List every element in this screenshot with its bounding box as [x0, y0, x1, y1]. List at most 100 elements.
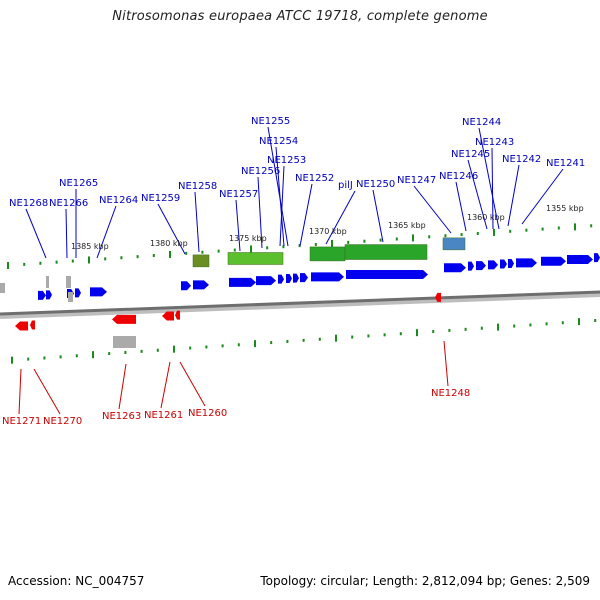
forward-gene-label[interactable]: NE1252 [295, 173, 334, 184]
pseudogene-mark[interactable] [0, 283, 5, 293]
reverse-gene-label[interactable]: NE1261 [144, 410, 183, 421]
forward-gene[interactable] [293, 273, 299, 283]
pseudogene-mark[interactable] [68, 292, 73, 302]
forward-gene-label[interactable]: NE1257 [219, 189, 258, 200]
reverse-gene-label[interactable]: NE1271 [2, 416, 41, 427]
forward-label-leader [25, 208, 47, 259]
forward-label-leader [478, 127, 500, 230]
reverse-gene[interactable] [175, 310, 180, 320]
forward-gene[interactable] [311, 272, 344, 282]
forward-gene[interactable] [229, 277, 256, 287]
forward-gene-label[interactable]: NE1245 [451, 149, 490, 160]
forward-label-leader [372, 189, 384, 243]
forward-label-leader [96, 205, 117, 259]
forward-label-leader [157, 203, 186, 255]
forward-gene[interactable] [300, 273, 308, 283]
reverse-gene-label[interactable]: NE1263 [102, 411, 141, 422]
pseudogene-mark[interactable] [66, 276, 71, 288]
reverse-gene-label[interactable]: NE1260 [188, 408, 227, 419]
reverse-pseudogene-mark[interactable] [113, 336, 136, 348]
forward-gene-track [0, 253, 600, 302]
scale-label: 1355 kbp [546, 204, 584, 213]
reverse-label-leader [179, 361, 206, 407]
accession-text: Accession: NC_004757 [8, 574, 145, 588]
forward-gene[interactable] [444, 263, 466, 273]
forward-gene-label[interactable]: NE1258 [178, 181, 217, 192]
forward-label-leader [325, 190, 356, 245]
forward-gene-label[interactable]: NE1268 [9, 198, 48, 209]
reverse-gene-track [15, 292, 441, 348]
forward-gene-label[interactable]: NE1264 [99, 195, 138, 206]
forward-gene[interactable] [488, 260, 498, 270]
gene-cluster-track [192, 237, 466, 268]
reverse-label-leader [443, 340, 449, 387]
forward-gene[interactable] [38, 290, 46, 300]
forward-gene[interactable] [567, 254, 593, 264]
forward-gene-label[interactable]: NE1253 [267, 155, 306, 166]
forward-gene[interactable] [193, 280, 209, 290]
forward-label-leader [455, 181, 467, 232]
forward-gene[interactable] [90, 287, 107, 297]
forward-label-leader [257, 176, 263, 249]
reverse-gene-label[interactable]: NE1248 [431, 388, 470, 399]
reverse-label-leader [33, 368, 61, 415]
forward-gene-label[interactable]: NE1243 [475, 137, 514, 148]
forward-gene-label[interactable]: NE1254 [259, 136, 298, 147]
reverse-gene-label[interactable]: NE1270 [43, 416, 82, 427]
forward-gene[interactable] [346, 269, 428, 279]
forward-gene-label[interactable]: NE1241 [546, 158, 585, 169]
reverse-gene[interactable] [15, 321, 28, 331]
reverse-gene[interactable] [162, 311, 174, 321]
label-leaders [18, 126, 564, 415]
genome-backbone [0, 290, 600, 316]
forward-gene-label[interactable]: NE1259 [141, 193, 180, 204]
forward-label-leader [65, 208, 68, 259]
forward-gene[interactable] [181, 281, 191, 291]
forward-gene[interactable] [75, 288, 81, 298]
reverse-gene[interactable] [112, 314, 136, 324]
pseudogene-mark[interactable] [46, 276, 49, 288]
forward-gene[interactable] [594, 253, 600, 263]
forward-gene-label[interactable]: NE1250 [356, 179, 395, 190]
forward-gene[interactable] [508, 258, 514, 268]
forward-gene[interactable] [516, 258, 537, 268]
forward-label-leader [194, 191, 200, 253]
gene-cluster-block[interactable] [227, 252, 284, 265]
forward-label-leader [521, 168, 564, 225]
forward-gene-label[interactable]: pilJ [338, 180, 353, 191]
reverse-gene[interactable] [435, 292, 441, 302]
forward-tick-track [7, 223, 593, 269]
forward-label-leader [299, 183, 313, 247]
forward-gene[interactable] [46, 290, 52, 300]
forward-gene[interactable] [256, 276, 276, 286]
scale-label: 1380 kbp [150, 239, 188, 248]
forward-label-leader [267, 126, 289, 247]
forward-gene[interactable] [468, 261, 474, 271]
forward-gene-label[interactable]: NE1247 [397, 175, 436, 186]
forward-gene[interactable] [500, 259, 507, 269]
forward-gene[interactable] [278, 274, 284, 284]
forward-gene-label[interactable]: NE1244 [462, 117, 501, 128]
genome-stats-text: Topology: circular; Length: 2,812,094 bp… [260, 574, 590, 588]
gene-cluster-block[interactable] [309, 246, 346, 262]
forward-label-leader [467, 159, 488, 230]
forward-gene[interactable] [476, 261, 486, 271]
reverse-gene[interactable] [30, 320, 35, 330]
forward-gene-label[interactable]: NE1242 [502, 154, 541, 165]
forward-gene-label[interactable]: NE1246 [439, 171, 478, 182]
forward-gene-label[interactable]: NE1256 [241, 166, 280, 177]
gene-cluster-block[interactable] [344, 244, 428, 260]
gene-cluster-block[interactable] [192, 254, 210, 268]
forward-gene-label[interactable]: NE1255 [251, 116, 290, 127]
gene-cluster-block[interactable] [442, 237, 466, 251]
forward-gene[interactable] [286, 274, 292, 284]
forward-label-leader [491, 147, 494, 230]
forward-gene-label[interactable]: NE1266 [49, 198, 88, 209]
scale-labels: 1385 kbp 1380 kbp 1375 kbp 1370 kbp 1365 kbp… [71, 204, 584, 251]
backbone-shadow [0, 291, 600, 319]
forward-gene-label[interactable]: NE1265 [59, 178, 98, 189]
forward-gene[interactable] [541, 256, 566, 266]
